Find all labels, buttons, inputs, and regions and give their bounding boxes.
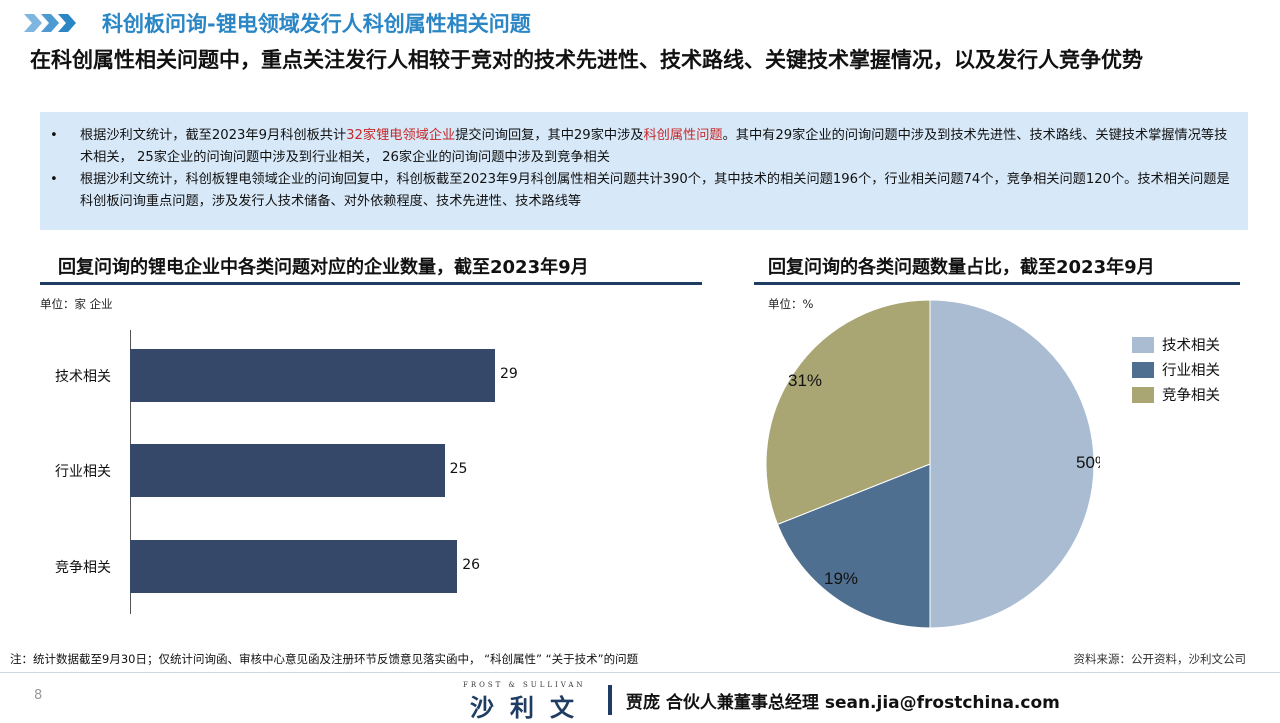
legend-swatch	[1132, 361, 1154, 378]
summary-text: 提交问询回复，其中29家中涉及	[455, 128, 644, 143]
pie-chart: 50% 19% 31%	[765, 299, 1100, 629]
bar	[130, 349, 495, 402]
legend-item: 技术相关	[1132, 334, 1220, 355]
bullet-icon: •	[50, 172, 58, 187]
footer-separator	[608, 685, 612, 715]
legend-label: 竞争相关	[1162, 388, 1220, 404]
pie-value-label: 31%	[788, 371, 822, 390]
pie-slice	[765, 299, 931, 526]
pie-value-label: 19%	[824, 569, 858, 588]
page-number: 8	[34, 688, 43, 703]
bar-category-label: 行业相关	[55, 464, 111, 480]
bar-category-label: 技术相关	[55, 369, 111, 385]
summary-text: 根据沙利文统计，截至2023年9月科创板共计	[80, 128, 347, 143]
footnote: 注：统计数据截至9月30日；仅统计问询函、审核中心意见函及注册环节反馈意见落实函…	[10, 652, 639, 666]
bar-chart-unit: 单位：家 企业	[40, 297, 113, 311]
legend-item: 竞争相关	[1132, 384, 1220, 405]
bar-chart-title-underline	[40, 282, 702, 285]
pie-value-label: 50%	[1076, 453, 1100, 472]
page-subtitle: 在科创属性相关问题中，重点关注发行人相较于竞对的技术先进性、技术路线、关键技术掌…	[30, 48, 1143, 72]
bar	[130, 540, 458, 593]
pie-chart-unit: 单位：%	[768, 297, 814, 311]
footer-divider	[0, 672, 1280, 673]
summary-text: 根据沙利文统计，科创板锂电领域企业的问询回复中，科创板截至2023年9月科创属性…	[80, 172, 1230, 209]
legend-label: 行业相关	[1162, 363, 1220, 379]
pie-chart-title-underline	[754, 282, 1240, 285]
bar	[130, 444, 445, 497]
highlight-text: 科创属性问题	[643, 128, 723, 143]
highlight-text: 32家锂电领域企业	[346, 128, 456, 143]
summary-item: • 根据沙利文统计，截至2023年9月科创板共计32家锂电领域企业提交问询回复，…	[50, 125, 1236, 169]
pie-chart-title: 回复问询的各类问题数量占比，截至2023年9月	[768, 257, 1155, 278]
pie-slice	[776, 463, 931, 629]
source-note: 资料来源：公开资料，沙利文公司	[1073, 652, 1247, 666]
pie-slice	[929, 299, 1095, 629]
bullet-icon: •	[50, 128, 58, 143]
legend-item: 行业相关	[1132, 359, 1220, 380]
bar-value-label: 26	[462, 557, 481, 573]
chevron-arrows-icon	[24, 14, 76, 32]
bar-category-label: 竞争相关	[55, 560, 111, 576]
contact-info: 贾庞 合伙人兼董事总经理 sean.jia@frostchina.com	[626, 693, 1060, 713]
legend-swatch	[1132, 336, 1154, 353]
bar-chart-title: 回复问询的锂电企业中各类问题对应的企业数量，截至2023年9月	[58, 257, 589, 278]
summary-box: • 根据沙利文统计，截至2023年9月科创板共计32家锂电领域企业提交问询回复，…	[40, 112, 1248, 230]
legend-label: 技术相关	[1162, 338, 1220, 354]
summary-list: • 根据沙利文统计，截至2023年9月科创板共计32家锂电领域企业提交问询回复，…	[40, 112, 1248, 213]
summary-item: • 根据沙利文统计，科创板锂电领域企业的问询回复中，科创板截至2023年9月科创…	[50, 169, 1236, 213]
bar-value-label: 29	[500, 366, 518, 382]
logo: 沙利文	[470, 694, 590, 722]
summary-text: 。其中有29家企业的问询问题中涉及到技术先进性、技术路线、关键技术掌握情况等技术…	[80, 128, 1228, 165]
page-title: 科创板问询-锂电领域发行人科创属性相关问题	[102, 12, 531, 36]
bar-value-label: 25	[449, 461, 468, 477]
logo-english: FROST & SULLIVAN	[463, 681, 586, 689]
legend-swatch	[1132, 386, 1154, 403]
